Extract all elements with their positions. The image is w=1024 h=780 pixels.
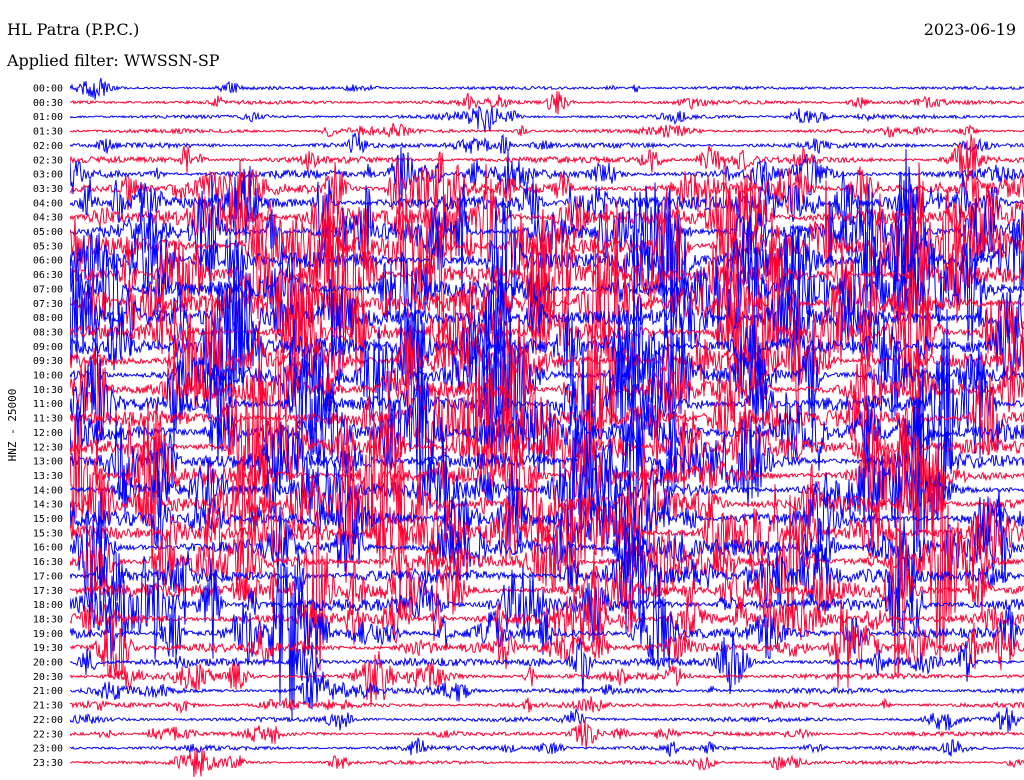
time-label: 13:00: [33, 457, 63, 468]
time-label: 19:00: [33, 629, 63, 640]
time-label: 03:30: [33, 184, 63, 195]
time-label: 21:30: [33, 701, 63, 712]
time-label: 13:30: [33, 471, 63, 482]
time-label: 23:30: [33, 758, 63, 769]
time-label: 16:30: [33, 557, 63, 568]
station-title: HL Patra (P.P.C.): [7, 20, 140, 39]
trace-row: [70, 719, 1024, 749]
filter-label: Applied filter: WWSSN-SP: [7, 51, 220, 70]
time-label: 19:30: [33, 643, 63, 654]
trace-row: [70, 162, 1024, 315]
time-label: 06:00: [33, 256, 63, 267]
trace-row: [70, 266, 1024, 401]
time-label: 04:30: [33, 213, 63, 224]
time-label: 05:00: [33, 227, 63, 238]
trace-row: [70, 90, 1024, 115]
plot-date: 2023-06-19: [923, 20, 1016, 39]
trace-row: [70, 296, 1024, 419]
trace-row: [70, 134, 1024, 180]
time-label: 00:30: [33, 98, 63, 109]
trace-row: [70, 737, 1024, 757]
time-label: 00:00: [33, 84, 63, 95]
time-label: 14:30: [33, 500, 63, 511]
time-label: 04:00: [33, 198, 63, 209]
time-label: 20:30: [33, 672, 63, 683]
trace-row: [70, 146, 1024, 201]
time-label: 22:00: [33, 715, 63, 726]
time-label: 18:00: [33, 600, 63, 611]
trace-row: [70, 707, 1024, 732]
trace-row: [70, 650, 1024, 707]
trace-row: [70, 600, 1024, 688]
trace-row: [70, 299, 1024, 477]
time-label: 10:00: [33, 371, 63, 382]
time-label: 17:00: [33, 571, 63, 582]
time-label: 15:30: [33, 528, 63, 539]
seismic-traces: [70, 77, 1024, 778]
time-label: 14:00: [33, 485, 63, 496]
trace-row: [70, 358, 1024, 475]
trace-row: [70, 165, 1024, 265]
trace-row: [70, 465, 1024, 667]
time-label: 08:30: [33, 327, 63, 338]
trace-row: [70, 748, 1024, 778]
trace-row: [70, 630, 1024, 695]
time-label: 15:00: [33, 514, 63, 525]
trace-row: [70, 590, 1024, 650]
time-label: 12:30: [33, 442, 63, 453]
time-labels: 00:00 00:30 01:00 01:30 02:00 02:30 03:00 03:30…: [33, 84, 63, 769]
time-label: 01:00: [33, 112, 63, 123]
trace-row: [70, 122, 1024, 138]
time-label: 08:00: [33, 313, 63, 324]
time-label: 06:30: [33, 270, 63, 281]
time-label: 17:30: [33, 586, 63, 597]
time-label: 05:30: [33, 241, 63, 252]
y-axis-label: HNZ - 25000: [6, 389, 19, 462]
time-label: 12:00: [33, 428, 63, 439]
time-label: 20:00: [33, 658, 63, 669]
time-label: 22:30: [33, 729, 63, 740]
trace-row: [70, 77, 1024, 100]
time-label: 03:00: [33, 170, 63, 181]
time-label: 09:30: [33, 356, 63, 367]
trace-row: [70, 501, 1024, 679]
trace-row: [70, 402, 1024, 569]
time-label: 16:00: [33, 543, 63, 554]
trace-row: [70, 105, 1024, 132]
time-label: 23:00: [33, 744, 63, 755]
time-label: 01:30: [33, 127, 63, 138]
time-label: 10:30: [33, 385, 63, 396]
trace-row: [70, 522, 1024, 632]
trace-row: [70, 428, 1024, 566]
time-label: 07:00: [33, 284, 63, 295]
time-label: 11:00: [33, 399, 63, 410]
trace-row: [70, 484, 1024, 584]
time-label: 07:30: [33, 299, 63, 310]
time-label: 02:30: [33, 155, 63, 166]
trace-row: [70, 160, 1024, 265]
time-label: 02:00: [33, 141, 63, 152]
time-label: 11:30: [33, 414, 63, 425]
time-label: 09:00: [33, 342, 63, 353]
time-label: 18:30: [33, 614, 63, 625]
time-label: 21:00: [33, 686, 63, 697]
trace-row: [70, 132, 1024, 155]
trace-row: [70, 670, 1024, 710]
trace-row: [70, 696, 1024, 715]
